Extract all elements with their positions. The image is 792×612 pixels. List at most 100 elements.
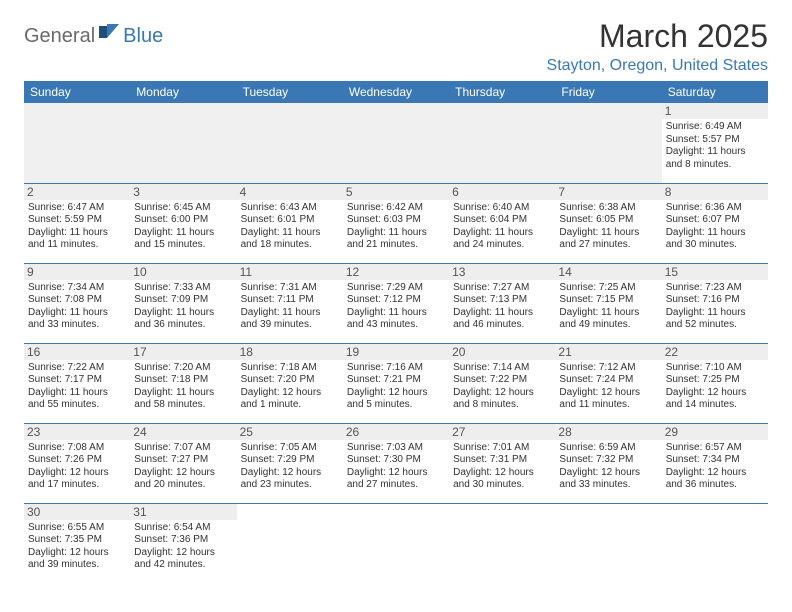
weekday-header: Tuesday	[237, 81, 343, 103]
day-details: Sunrise: 6:45 AMSunset: 6:00 PMDaylight:…	[134, 202, 232, 252]
day-number: 25	[237, 424, 343, 440]
calendar-cell: 5 Sunrise: 6:42 AMSunset: 6:03 PMDaylight…	[343, 183, 449, 263]
weekday-header: Thursday	[449, 81, 555, 103]
day-number: 21	[555, 344, 661, 360]
logo-text-general: General	[24, 25, 95, 48]
logo-text-blue: Blue	[123, 25, 163, 48]
calendar-cell: 9 Sunrise: 7:34 AMSunset: 7:08 PMDaylight…	[24, 263, 130, 343]
day-number: 23	[24, 424, 130, 440]
day-number: 18	[237, 344, 343, 360]
day-details: Sunrise: 7:10 AMSunset: 7:25 PMDaylight:…	[666, 362, 764, 412]
day-details: Sunrise: 6:42 AMSunset: 6:03 PMDaylight:…	[347, 202, 445, 252]
flag-icon	[99, 24, 121, 45]
day-number: 5	[343, 184, 449, 200]
calendar-cell: 30Sunrise: 6:55 AMSunset: 7:35 PMDayligh…	[24, 503, 130, 583]
weekday-header: Friday	[555, 81, 661, 103]
calendar-cell: 27 Sunrise: 7:01 AMSunset: 7:31 PMDayligh…	[449, 423, 555, 503]
day-details: Sunrise: 7:29 AMSunset: 7:12 PMDaylight:…	[347, 282, 445, 332]
day-details: Sunrise: 7:22 AMSunset: 7:17 PMDaylight:…	[28, 362, 126, 412]
calendar-cell	[24, 103, 130, 183]
calendar-cell	[555, 103, 661, 183]
day-number: 10	[130, 264, 236, 280]
day-details: Sunrise: 6:47 AMSunset: 5:59 PMDaylight:…	[28, 202, 126, 252]
calendar-cell	[662, 503, 768, 583]
day-number: 7	[555, 184, 661, 200]
day-details: Sunrise: 7:23 AMSunset: 7:16 PMDaylight:…	[666, 282, 764, 332]
calendar-cell: 13 Sunrise: 7:27 AMSunset: 7:13 PMDayligh…	[449, 263, 555, 343]
day-details: Sunrise: 6:57 AMSunset: 7:34 PMDaylight:…	[666, 442, 764, 492]
calendar-cell: 23 Sunrise: 7:08 AMSunset: 7:26 PMDayligh…	[24, 423, 130, 503]
weekday-header: Sunday	[24, 81, 130, 103]
calendar-cell: 17 Sunrise: 7:20 AMSunset: 7:18 PMDayligh…	[130, 343, 236, 423]
day-details: Sunrise: 7:34 AMSunset: 7:08 PMDaylight:…	[28, 282, 126, 332]
calendar-cell: 31Sunrise: 6:54 AMSunset: 7:36 PMDayligh…	[130, 503, 236, 583]
day-number: 20	[449, 344, 555, 360]
day-number: 19	[343, 344, 449, 360]
weekday-header: Monday	[130, 81, 236, 103]
calendar-cell: 2 Sunrise: 6:47 AMSunset: 5:59 PMDaylight…	[24, 183, 130, 263]
day-number: 12	[343, 264, 449, 280]
calendar-cell: 8 Sunrise: 6:36 AMSunset: 6:07 PMDaylight…	[662, 183, 768, 263]
day-details: Sunrise: 6:36 AMSunset: 6:07 PMDaylight:…	[666, 202, 764, 252]
day-details: Sunrise: 6:49 AMSunset: 5:57 PMDaylight:…	[666, 121, 764, 171]
calendar-cell: 12 Sunrise: 7:29 AMSunset: 7:12 PMDayligh…	[343, 263, 449, 343]
day-details: Sunrise: 7:31 AMSunset: 7:11 PMDaylight:…	[241, 282, 339, 332]
day-number: 8	[662, 184, 768, 200]
day-details: Sunrise: 7:27 AMSunset: 7:13 PMDaylight:…	[453, 282, 551, 332]
calendar-cell: 11 Sunrise: 7:31 AMSunset: 7:11 PMDayligh…	[237, 263, 343, 343]
calendar-cell	[130, 103, 236, 183]
day-details: Sunrise: 7:18 AMSunset: 7:20 PMDaylight:…	[241, 362, 339, 412]
day-number: 31	[130, 504, 236, 520]
day-number: 14	[555, 264, 661, 280]
calendar-cell: 26 Sunrise: 7:03 AMSunset: 7:30 PMDayligh…	[343, 423, 449, 503]
day-details: Sunrise: 6:38 AMSunset: 6:05 PMDaylight:…	[559, 202, 657, 252]
calendar-cell	[449, 103, 555, 183]
calendar-cell: 19 Sunrise: 7:16 AMSunset: 7:21 PMDayligh…	[343, 343, 449, 423]
day-details: Sunrise: 7:01 AMSunset: 7:31 PMDaylight:…	[453, 442, 551, 492]
calendar-cell	[237, 103, 343, 183]
day-number: 15	[662, 264, 768, 280]
day-number: 22	[662, 344, 768, 360]
day-number: 11	[237, 264, 343, 280]
day-number: 4	[237, 184, 343, 200]
month-title: March 2025	[547, 18, 768, 55]
calendar-cell	[343, 503, 449, 583]
day-number: 1	[662, 103, 768, 119]
calendar-cell: 16 Sunrise: 7:22 AMSunset: 7:17 PMDayligh…	[24, 343, 130, 423]
day-details: Sunrise: 6:43 AMSunset: 6:01 PMDaylight:…	[241, 202, 339, 252]
day-details: Sunrise: 7:12 AMSunset: 7:24 PMDaylight:…	[559, 362, 657, 412]
calendar-cell: 20Sunrise: 7:14 AMSunset: 7:22 PMDayligh…	[449, 343, 555, 423]
day-number: 26	[343, 424, 449, 440]
calendar-cell: 4 Sunrise: 6:43 AMSunset: 6:01 PMDaylight…	[237, 183, 343, 263]
day-number: 9	[24, 264, 130, 280]
day-number: 2	[24, 184, 130, 200]
day-number: 30	[24, 504, 130, 520]
calendar-cell: 15 Sunrise: 7:23 AMSunset: 7:16 PMDayligh…	[662, 263, 768, 343]
day-details: Sunrise: 6:40 AMSunset: 6:04 PMDaylight:…	[453, 202, 551, 252]
day-details: Sunrise: 7:03 AMSunset: 7:30 PMDaylight:…	[347, 442, 445, 492]
day-number: 6	[449, 184, 555, 200]
day-number: 17	[130, 344, 236, 360]
calendar-cell	[237, 503, 343, 583]
calendar-cell	[449, 503, 555, 583]
calendar-cell	[555, 503, 661, 583]
calendar-table: SundayMondayTuesdayWednesdayThursdayFrid…	[24, 81, 768, 583]
day-details: Sunrise: 7:20 AMSunset: 7:18 PMDaylight:…	[134, 362, 232, 412]
calendar-cell: 6 Sunrise: 6:40 AMSunset: 6:04 PMDaylight…	[449, 183, 555, 263]
calendar-cell: 29Sunrise: 6:57 AMSunset: 7:34 PMDayligh…	[662, 423, 768, 503]
day-details: Sunrise: 7:08 AMSunset: 7:26 PMDaylight:…	[28, 442, 126, 492]
day-number: 28	[555, 424, 661, 440]
day-details: Sunrise: 7:33 AMSunset: 7:09 PMDaylight:…	[134, 282, 232, 332]
day-number: 16	[24, 344, 130, 360]
calendar-cell: 3Sunrise: 6:45 AMSunset: 6:00 PMDaylight…	[130, 183, 236, 263]
day-number: 27	[449, 424, 555, 440]
day-number: 13	[449, 264, 555, 280]
calendar-cell: 14Sunrise: 7:25 AMSunset: 7:15 PMDayligh…	[555, 263, 661, 343]
calendar-cell: 7 Sunrise: 6:38 AMSunset: 6:05 PMDaylight…	[555, 183, 661, 263]
calendar-cell: 1 Sunrise: 6:49 AMSunset: 5:57 PMDaylight…	[662, 103, 768, 183]
weekday-header: Saturday	[662, 81, 768, 103]
day-details: Sunrise: 7:16 AMSunset: 7:21 PMDaylight:…	[347, 362, 445, 412]
day-number: 24	[130, 424, 236, 440]
calendar-cell: 25Sunrise: 7:05 AMSunset: 7:29 PMDayligh…	[237, 423, 343, 503]
logo: General Blue	[24, 24, 163, 49]
